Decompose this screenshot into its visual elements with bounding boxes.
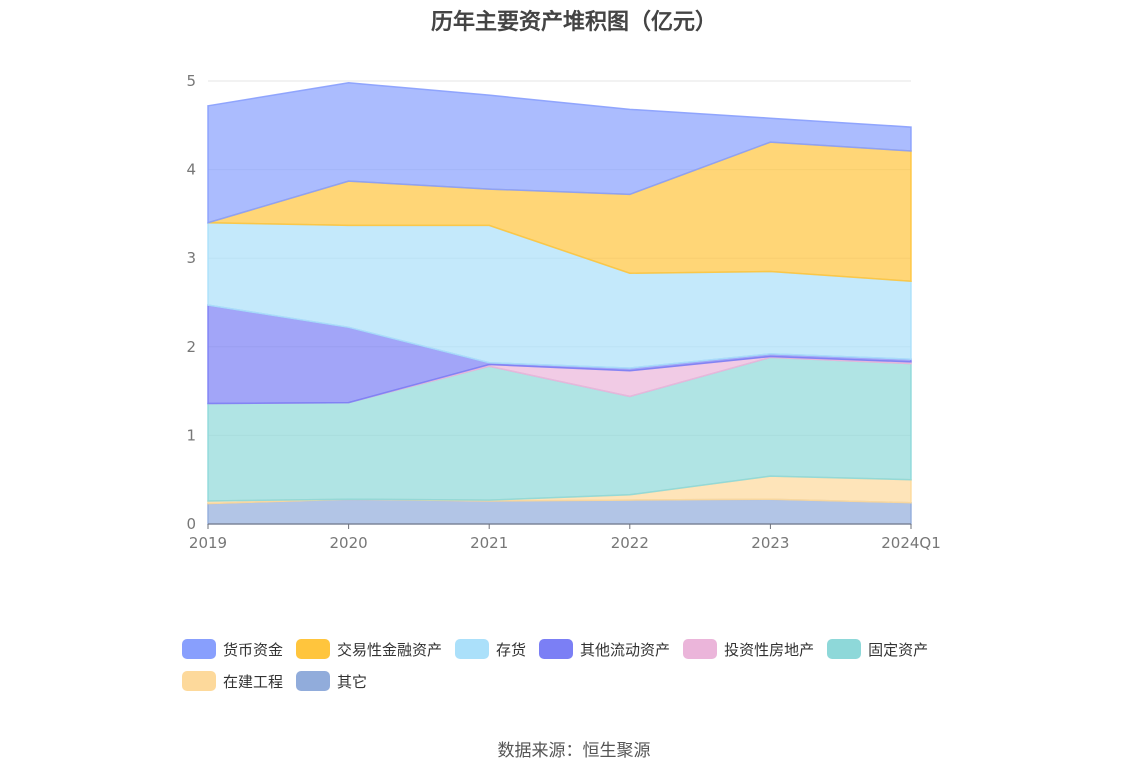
legend-item[interactable]: 货币资金 xyxy=(182,639,283,659)
y-tick-label: 5 xyxy=(186,72,196,90)
y-tick-label: 1 xyxy=(186,426,196,444)
legend-item[interactable]: 投资性房地产 xyxy=(683,639,814,659)
x-tick-label: 2020 xyxy=(330,534,368,552)
legend-label: 在建工程 xyxy=(223,672,284,691)
legend-label: 其他流动资产 xyxy=(580,640,671,659)
legend-item[interactable]: 固定资产 xyxy=(827,639,928,659)
legend-item[interactable]: 交易性金融资产 xyxy=(296,639,442,659)
area-series-其它 xyxy=(207,498,912,525)
legend-swatch xyxy=(455,639,490,659)
y-tick-label: 0 xyxy=(186,515,196,533)
legend-item[interactable]: 在建工程 xyxy=(182,671,283,691)
legend-swatch xyxy=(182,671,216,691)
legend-label: 货币资金 xyxy=(223,640,284,659)
x-tick-label: 2021 xyxy=(470,534,508,552)
x-tick-label: 2024Q1 xyxy=(881,534,941,552)
legend-swatch xyxy=(296,671,331,691)
legend-swatch xyxy=(683,639,718,659)
y-tick-label: 4 xyxy=(186,161,196,179)
chart-title: 历年主要资产堆积图（亿元） xyxy=(430,10,717,35)
x-tick-label: 2023 xyxy=(751,534,789,552)
legend-item[interactable]: 其他流动资产 xyxy=(539,639,670,659)
chart-legend: 货币资金 交易性金融资产 存货 其他流动资产 投资性房地产 固定资产在建工程 其它 xyxy=(182,639,982,691)
legend-swatch xyxy=(182,639,216,659)
legend-item[interactable]: 其它 xyxy=(296,671,367,691)
source-name: 恒生聚源 xyxy=(582,741,651,761)
legend-label: 交易性金融资产 xyxy=(337,640,443,659)
y-tick-label: 3 xyxy=(186,249,196,267)
legend-swatch xyxy=(296,639,331,659)
legend-swatch xyxy=(539,639,574,659)
legend-label: 投资性房地产 xyxy=(724,640,815,659)
source-label: 数据来源： xyxy=(497,741,583,761)
legend-label: 存货 xyxy=(496,640,527,659)
x-tick-label: 2019 xyxy=(189,534,227,552)
stacked-area-chart: 0 1 2 3 4 5 2019 2020 2021 2022 2023 2024Q1 xyxy=(186,72,941,552)
legend-swatch xyxy=(827,639,862,659)
data-source: 数据来源：恒生聚源 xyxy=(0,736,1148,761)
legend-label: 其它 xyxy=(337,672,368,691)
legend-label: 固定资产 xyxy=(868,640,929,659)
x-tick-label: 2022 xyxy=(611,534,649,552)
legend-item[interactable]: 存货 xyxy=(455,639,526,659)
y-tick-label: 2 xyxy=(186,338,196,356)
area-series-货币资金 xyxy=(207,82,912,224)
